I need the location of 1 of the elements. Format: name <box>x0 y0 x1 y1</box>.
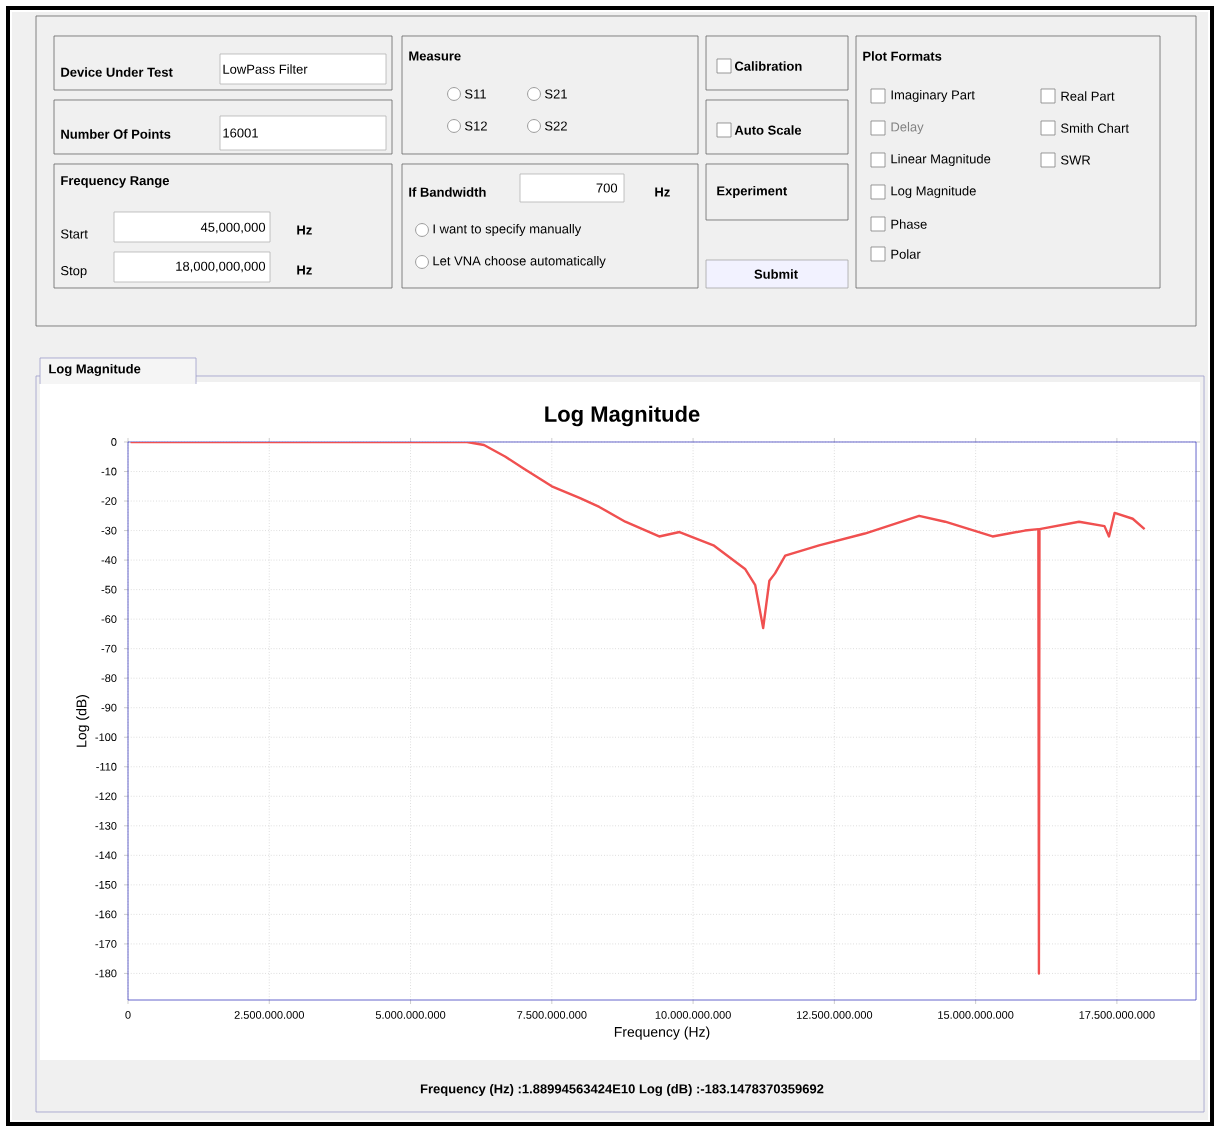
chart-title: Log Magnitude <box>545 405 700 427</box>
